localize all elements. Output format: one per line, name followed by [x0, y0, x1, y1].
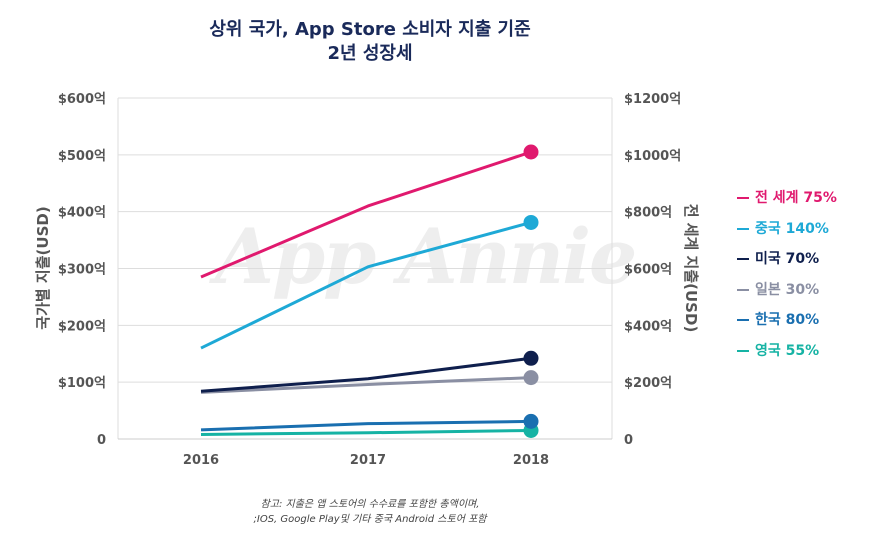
series-lines — [200, 144, 539, 438]
legend-label: 전 세계 75% — [755, 190, 837, 206]
legend-item: 중국 140% — [737, 214, 837, 245]
legend-swatch — [737, 288, 749, 291]
left-tick-label: $500억 — [58, 149, 106, 164]
left-tick-label: $100억 — [58, 376, 106, 391]
legend: 전 세계 75% 중국 140% 미국 70% 일본 30% 한국 80% 영국 55% — [737, 183, 837, 367]
legend-label: 일본 30% — [755, 281, 820, 298]
series-end-point — [523, 144, 539, 160]
series-line — [200, 221, 532, 350]
left-axis-ticks: 0 $100억 $200억 $300억 $400억 $500억 $600억 — [58, 92, 106, 448]
y-axis-right-label: 전 세계 지출(USD) — [682, 204, 700, 333]
right-tick-label: $1000억 — [624, 149, 681, 164]
footnote: 참고: 지출은 앱 스토어의 수수료를 포함한 총액이며, ;IOS, Goog… — [0, 497, 740, 527]
series-line — [200, 419, 532, 432]
watermark: App Annie — [215, 212, 637, 301]
x-tick-label: 2018 — [513, 453, 549, 468]
left-tick-label: $600억 — [58, 92, 106, 107]
legend-swatch — [737, 319, 749, 322]
chart-title-line-2: 2년 성장세 — [327, 43, 413, 64]
left-tick-label: $400억 — [58, 206, 106, 221]
right-axis-ticks: 0 $200억 $400억 $600억 $800억 $1000억 $1200억 — [624, 92, 681, 448]
left-tick-label: $200억 — [58, 319, 106, 334]
right-tick-label: $600억 — [624, 263, 672, 278]
left-tick-label: 0 — [97, 433, 106, 448]
series-line — [200, 150, 532, 279]
y-axis-left-label: 국가별 지출(USD) — [34, 206, 52, 329]
x-axis-ticks: 2016 2017 2018 — [183, 453, 549, 468]
legend-item: 한국 80% — [737, 305, 837, 336]
footnote-line-2: ;IOS, Google Play및 기타 중국 Android 스토어 포함 — [253, 514, 487, 525]
legend-item: 영국 55% — [737, 336, 837, 367]
left-tick-label: $300억 — [58, 263, 106, 278]
x-tick-label: 2017 — [350, 453, 386, 468]
right-tick-label: 0 — [624, 433, 633, 448]
series-line — [200, 356, 532, 393]
legend-item: 미국 70% — [737, 244, 837, 275]
legend-swatch — [737, 197, 749, 199]
legend-label: 영국 55% — [755, 342, 820, 359]
legend-label: 중국 140% — [755, 220, 829, 237]
legend-swatch — [737, 349, 749, 352]
series-line — [200, 376, 532, 394]
series-line — [200, 428, 532, 436]
footnote-line-1: 참고: 지출은 앱 스토어의 수수료를 포함한 총액이며, — [260, 499, 480, 510]
series-end-point — [523, 214, 539, 230]
series-end-point — [523, 370, 539, 386]
chart-title-line-1: 상위 국가, App Store 소비자 지출 기준 — [209, 19, 531, 40]
chart-title: 상위 국가, App Store 소비자 지출 기준 2년 성장세 — [0, 18, 740, 66]
legend-item: 일본 30% — [737, 275, 837, 306]
legend-item: 전 세계 75% — [737, 183, 837, 214]
x-tick-label: 2016 — [183, 453, 219, 468]
series-end-point — [523, 350, 539, 366]
right-tick-label: $400억 — [624, 319, 672, 334]
legend-label: 미국 70% — [755, 251, 820, 268]
right-tick-label: $200억 — [624, 376, 672, 391]
right-tick-label: $1200억 — [624, 92, 681, 107]
legend-swatch — [737, 258, 749, 261]
series-end-point — [523, 413, 539, 429]
legend-label: 한국 80% — [755, 312, 820, 329]
right-tick-label: $800억 — [624, 206, 672, 221]
legend-swatch — [737, 227, 749, 230]
